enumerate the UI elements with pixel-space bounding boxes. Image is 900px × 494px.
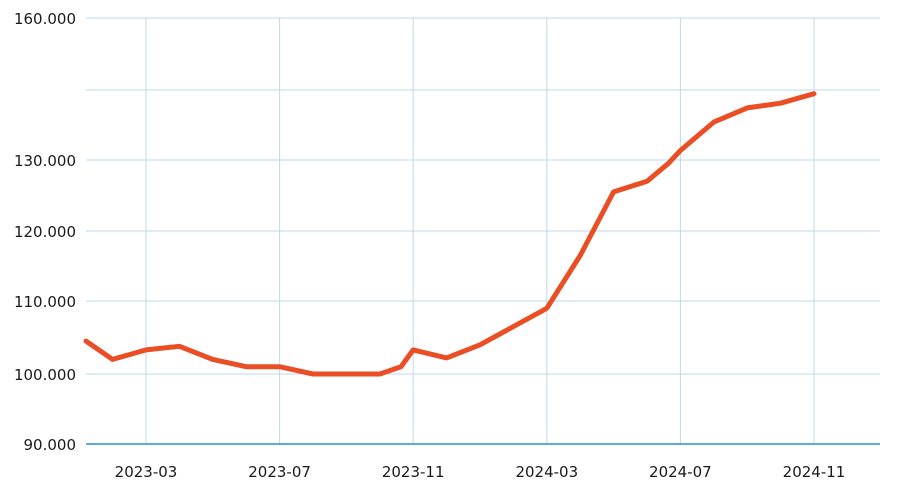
x-tick-label: 2023-03 (115, 463, 178, 481)
x-tick-label: 2024-07 (649, 463, 712, 481)
y-tick-label: 160.000 (14, 10, 76, 28)
x-tick-label: 2023-07 (248, 463, 311, 481)
x-tick-label: 2023-11 (382, 463, 445, 481)
x-tick-label: 2024-03 (515, 463, 578, 481)
series-layer (83, 91, 817, 377)
y-tick-label: 100.000 (14, 366, 76, 384)
y-tick-label: 130.000 (14, 152, 76, 170)
y-tick-label: 110.000 (14, 293, 76, 311)
grid (86, 17, 880, 444)
y-tick-label: 120.000 (14, 223, 76, 241)
series-line (83, 91, 817, 377)
x-tick-label: 2024-11 (783, 463, 846, 481)
y-tick-label: 90.000 (24, 436, 77, 454)
tick-labels: 90.000 100.000 110.000 120.000 130.000 160.00… (14, 10, 845, 481)
